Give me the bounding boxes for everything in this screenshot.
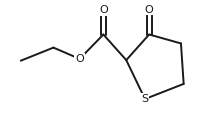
Text: O: O [75, 54, 84, 64]
Text: O: O [145, 5, 154, 15]
Text: O: O [99, 5, 108, 15]
Text: S: S [141, 94, 149, 104]
